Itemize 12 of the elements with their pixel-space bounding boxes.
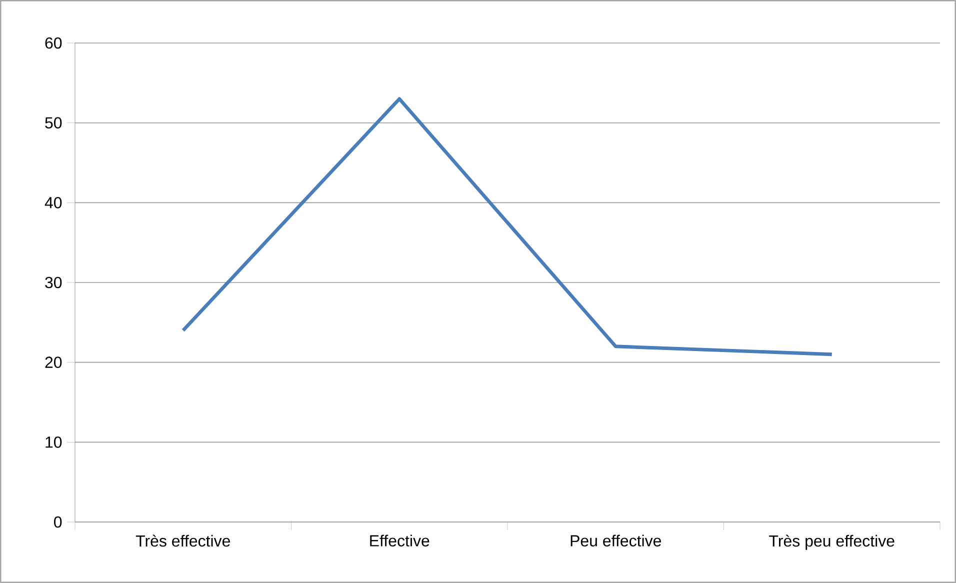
y-tick-label: 20 [45,356,62,368]
y-tick-label: 30 [45,276,62,288]
y-tick-label: 40 [44,197,62,208]
x-tick-label: Très effective [136,534,230,547]
x-tick-label: Peu effective [570,534,662,546]
x-tick-label: Effective [370,534,430,546]
x-tick-label: Très peu effective [769,534,894,550]
y-tick-label: 10 [46,436,62,448]
line-series [181,97,834,356]
y-tick-label: 60 [45,37,62,49]
y-tick-label: 0 [54,516,62,528]
y-tick-label: 50 [45,117,62,128]
